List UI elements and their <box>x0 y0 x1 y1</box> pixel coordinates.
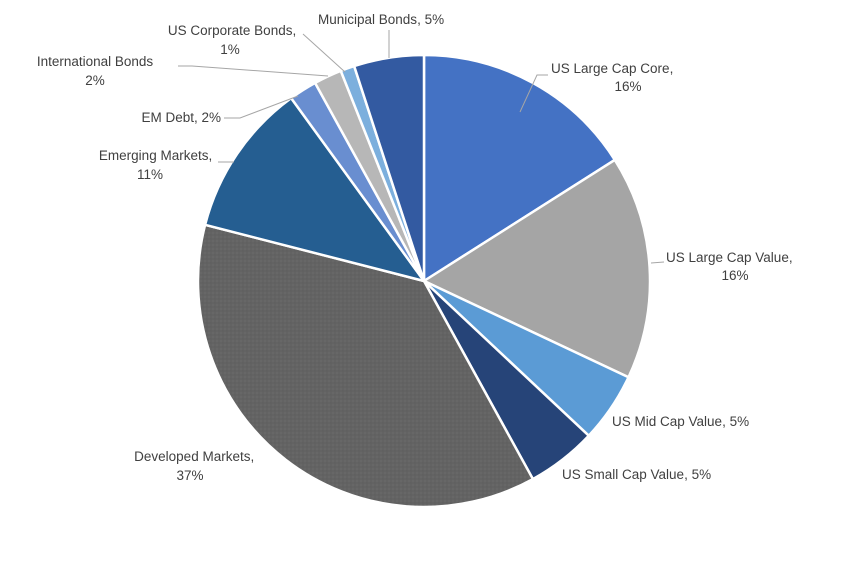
leader-line-us-large-cap-core <box>519 74 548 113</box>
slice-label-municipal-bonds: Municipal Bonds, 5% <box>318 12 444 27</box>
slice-label-us-large-cap-value: US Large Cap Value, 16% <box>666 250 796 283</box>
leader-line-international-bonds <box>178 65 329 77</box>
leader-line-us-large-cap-value <box>650 261 665 264</box>
leader-line-em-debt <box>224 95 299 119</box>
slice-label-us-small-cap-value: US Small Cap Value, 5% <box>562 467 711 482</box>
slice-label-us-corporate-bonds: US Corporate Bonds, 1% <box>168 23 300 57</box>
leader-lines <box>178 30 665 264</box>
slice-label-emerging-markets: Emerging Markets, 11% <box>99 148 216 182</box>
pie-slices <box>196 53 652 509</box>
slice-label-us-mid-cap-value: US Mid Cap Value, 5% <box>612 414 749 429</box>
slice-label-international-bonds: International Bonds <box>37 54 154 69</box>
slice-label-developed-markets: Developed Markets, 37% <box>134 449 258 483</box>
pie-slice-us-large-cap-value <box>421 158 652 379</box>
leader-line-us-corporate-bonds <box>302 33 346 73</box>
pie-slice-developed-markets <box>196 223 535 509</box>
slice-label-us-large-cap-core: US Large Cap Core, 16% <box>551 61 677 94</box>
slice-label-international-bonds-value: 2% <box>85 73 105 88</box>
pie-slice-emerging-markets <box>203 96 428 284</box>
slice-label-em-debt: EM Debt, 2% <box>141 110 221 125</box>
